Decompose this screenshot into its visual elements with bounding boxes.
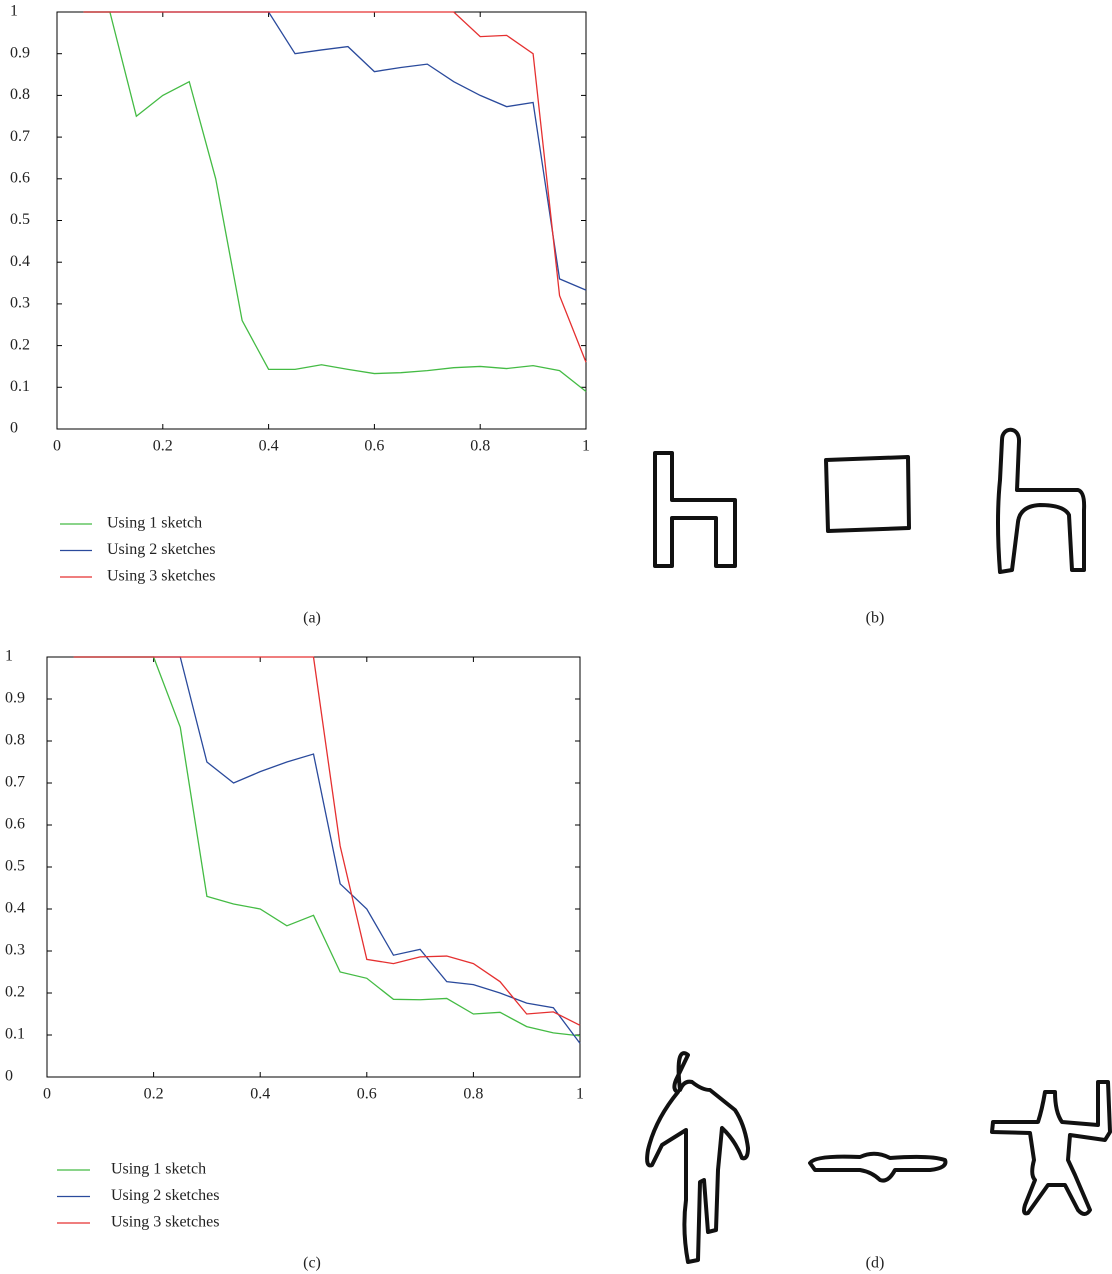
y-tick-label: 0.9	[10, 44, 30, 61]
x-tick-label: 1	[582, 438, 590, 455]
series-line	[83, 12, 586, 391]
sketches-b	[655, 430, 1084, 572]
sketch	[647, 1053, 748, 1262]
figure: (b) (d) 0 0.1 0.2 0.3 0.4 0.5 0.6 0.7 0.8 0.9 1 0 0.…	[0, 0, 1112, 1274]
y-tick-label: 0.8	[10, 86, 30, 103]
y-tick-label: 0.8	[5, 732, 25, 749]
x-tick-label: 0	[53, 438, 61, 455]
y-tick-label: 0.1	[10, 378, 30, 395]
panel-caption: (a)	[303, 610, 321, 627]
series-line	[74, 657, 580, 1025]
y-tick-label: 0.1	[5, 1026, 25, 1043]
sketch	[998, 430, 1084, 572]
panel-caption: (b)	[866, 610, 885, 627]
y-tick-label: 0.3	[10, 295, 30, 312]
y-tick-label: 0.9	[5, 690, 25, 707]
x-tick-label: 0.2	[144, 1086, 164, 1103]
y-tick-label: 0	[5, 1068, 13, 1085]
x-tick-label: 0.6	[357, 1086, 377, 1103]
y-tick-label: 1	[10, 3, 18, 20]
x-tick-label: 0.4	[259, 438, 279, 455]
plot-frame	[57, 12, 586, 429]
legend-label: Using 2 sketches	[107, 541, 215, 558]
y-tick-label: 0.4	[5, 900, 25, 917]
sketch	[810, 1154, 945, 1181]
legend-label: Using 1 sketch	[111, 1161, 206, 1178]
series-line	[83, 12, 586, 290]
y-tick-label: 0.6	[5, 816, 25, 833]
x-tick-label: 0.8	[463, 1086, 483, 1103]
sketch	[826, 457, 909, 531]
y-tick-label: 0.4	[10, 253, 30, 270]
y-tick-label: 0.7	[10, 128, 30, 145]
x-tick-label: 0.6	[364, 438, 384, 455]
x-tick-label: 0.2	[153, 438, 173, 455]
panel-caption: (d)	[866, 1255, 885, 1272]
series-line	[74, 657, 580, 1036]
panel-caption: (c)	[303, 1255, 321, 1272]
y-tick-label: 0.7	[5, 774, 25, 791]
sketch	[655, 453, 735, 566]
legend-label: Using 3 sketches	[111, 1214, 219, 1231]
y-tick-label: 0.3	[5, 942, 25, 959]
legend-label: Using 3 sketches	[107, 568, 215, 585]
y-tick-label: 0.2	[5, 984, 25, 1001]
y-tick-label: 1	[5, 648, 13, 665]
x-tick-label: 0	[43, 1086, 51, 1103]
sketch	[992, 1082, 1110, 1214]
y-tick-label: 0.2	[10, 336, 30, 353]
x-tick-label: 0.8	[470, 438, 490, 455]
y-tick-label: 0.6	[10, 169, 30, 186]
x-tick-label: 0.4	[250, 1086, 270, 1103]
x-tick-label: 1	[576, 1086, 584, 1103]
series-line	[74, 657, 580, 1043]
legend-label: Using 2 sketches	[111, 1187, 219, 1204]
series-line	[83, 12, 586, 362]
y-tick-label: 0.5	[5, 858, 25, 875]
y-tick-label: 0	[10, 420, 18, 437]
legend-label: Using 1 sketch	[107, 515, 202, 532]
plot-frame	[47, 657, 580, 1077]
sketches-d	[647, 1053, 1110, 1262]
y-tick-label: 0.5	[10, 211, 30, 228]
